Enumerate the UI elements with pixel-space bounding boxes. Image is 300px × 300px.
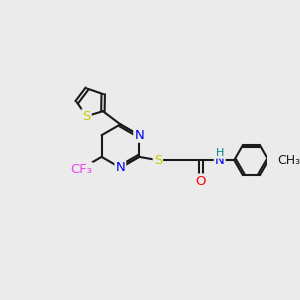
Text: O: O: [195, 175, 206, 188]
Text: H: H: [215, 148, 224, 158]
Text: CH₃: CH₃: [278, 154, 300, 167]
Text: CF₃: CF₃: [70, 163, 92, 176]
Text: N: N: [134, 129, 144, 142]
Text: S: S: [154, 154, 162, 167]
Text: S: S: [82, 110, 91, 123]
Text: N: N: [116, 161, 125, 174]
Text: N: N: [215, 154, 225, 167]
